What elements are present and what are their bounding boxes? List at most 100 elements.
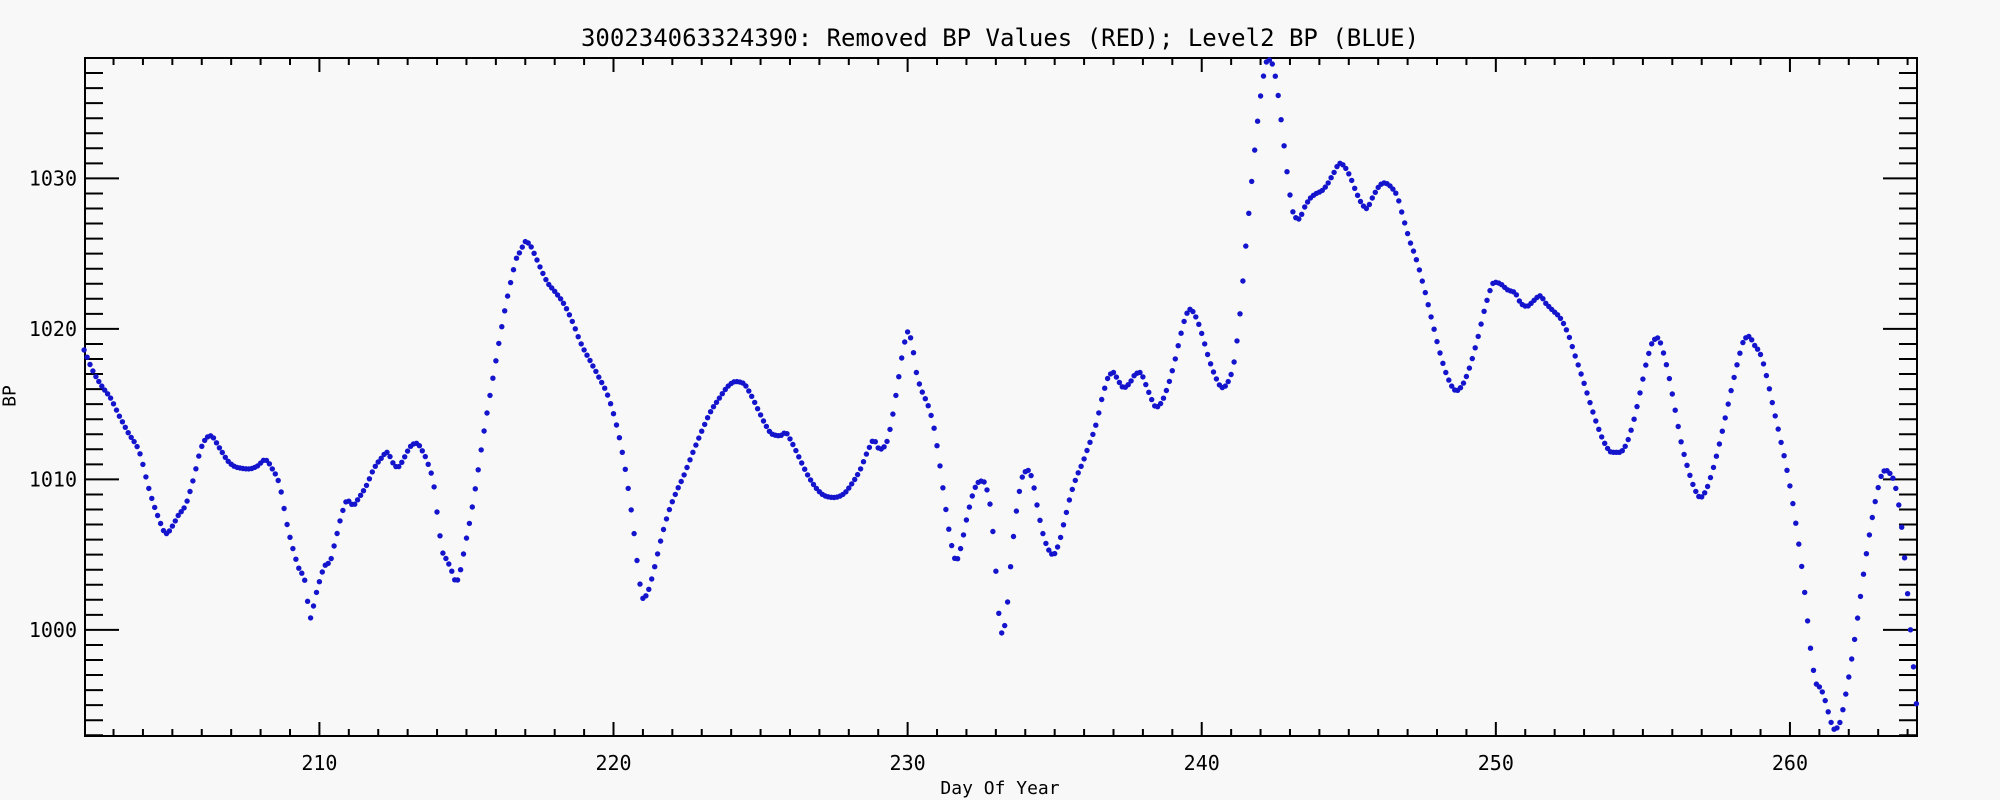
data-point: [1102, 385, 1108, 391]
data-point: [1796, 541, 1802, 547]
data-point: [796, 454, 802, 460]
data-point: [1213, 376, 1220, 382]
data-point: [990, 528, 996, 535]
y-tick-label: 1010: [29, 467, 77, 491]
data-point: [1769, 399, 1776, 406]
data-point: [199, 443, 205, 449]
data-point: [1693, 488, 1699, 495]
data-point: [1687, 472, 1693, 478]
level2-bp-series: [81, 57, 1920, 732]
data-point: [1225, 378, 1231, 385]
data-point: [1407, 240, 1414, 246]
data-point: [787, 436, 793, 442]
data-point: [593, 368, 599, 375]
data-point: [302, 577, 308, 583]
data-point: [384, 449, 390, 455]
data-point: [460, 551, 467, 557]
data-point: [293, 556, 299, 562]
data-point: [616, 435, 623, 441]
data-point: [419, 448, 425, 454]
data-point: [513, 255, 520, 261]
data-point: [102, 387, 108, 393]
data-point: [96, 378, 102, 385]
data-point: [402, 454, 408, 460]
data-point: [746, 388, 752, 394]
data-point: [696, 435, 702, 441]
data-point: [187, 488, 193, 495]
data-point: [931, 425, 937, 431]
data-point: [1781, 453, 1787, 459]
data-point: [143, 474, 149, 480]
data-point: [1599, 434, 1605, 440]
data-point: [1890, 475, 1896, 481]
data-point: [666, 506, 673, 513]
data-point: [637, 581, 643, 587]
data-point: [1887, 470, 1893, 477]
data-point: [119, 419, 126, 425]
data-point: [1254, 118, 1261, 124]
data-point: [581, 347, 587, 353]
y-axis-title: BP: [0, 385, 21, 407]
data-point: [1657, 340, 1664, 346]
data-point: [1869, 514, 1876, 521]
data-point: [446, 561, 452, 567]
data-point: [934, 443, 940, 449]
data-point: [466, 520, 473, 527]
data-point: [1857, 593, 1864, 600]
data-point: [657, 538, 664, 544]
data-point: [966, 504, 973, 510]
data-point: [957, 545, 964, 552]
data-point: [1866, 532, 1873, 538]
data-point: [366, 476, 373, 482]
data-point: [540, 270, 546, 277]
data-point: [363, 482, 370, 489]
data-point: [1766, 386, 1773, 392]
data-point: [484, 410, 490, 416]
data-point: [1822, 697, 1828, 704]
data-point: [1619, 448, 1626, 454]
data-point: [387, 453, 393, 460]
data-point: [1672, 407, 1678, 413]
data-point: [1893, 485, 1899, 492]
data-point: [1778, 439, 1784, 446]
data-point: [128, 434, 134, 441]
data-point: [754, 406, 761, 412]
data-point: [107, 395, 114, 401]
x-axis-title: Day Of Year: [940, 778, 1060, 799]
data-point: [1128, 378, 1134, 384]
data-point: [1722, 415, 1728, 421]
data-point: [1854, 615, 1861, 621]
data-point: [1007, 564, 1014, 570]
data-point: [1175, 343, 1181, 349]
data-point: [1875, 484, 1881, 491]
data-point: [704, 415, 711, 421]
data-point: [1196, 321, 1202, 327]
data-point: [1660, 350, 1667, 356]
chart-title: 300234063324390: Removed BP Values (RED)…: [580, 24, 1420, 52]
data-point: [478, 447, 484, 453]
data-point: [428, 470, 434, 476]
data-point: [1113, 374, 1120, 380]
data-point: [1157, 400, 1164, 407]
data-point: [1284, 169, 1290, 175]
data-point: [154, 512, 161, 519]
x-axis-tick-labels: 210 220 230 240 250 260: [301, 751, 1808, 775]
data-point: [1681, 451, 1687, 458]
data-point: [960, 532, 967, 538]
data-point: [1740, 339, 1746, 346]
data-point: [1516, 298, 1523, 304]
data-point: [1087, 439, 1093, 445]
data-point: [654, 551, 661, 557]
data-point: [1557, 315, 1564, 322]
data-point: [1169, 368, 1176, 374]
data-point: [804, 472, 811, 478]
y-tick-label: 1000: [29, 618, 77, 642]
data-point: [1754, 346, 1761, 352]
data-point: [1369, 195, 1376, 201]
data-point: [1302, 204, 1308, 210]
data-point: [416, 443, 423, 449]
data-point: [972, 484, 978, 490]
data-point: [922, 396, 928, 402]
data-point: [799, 460, 805, 466]
